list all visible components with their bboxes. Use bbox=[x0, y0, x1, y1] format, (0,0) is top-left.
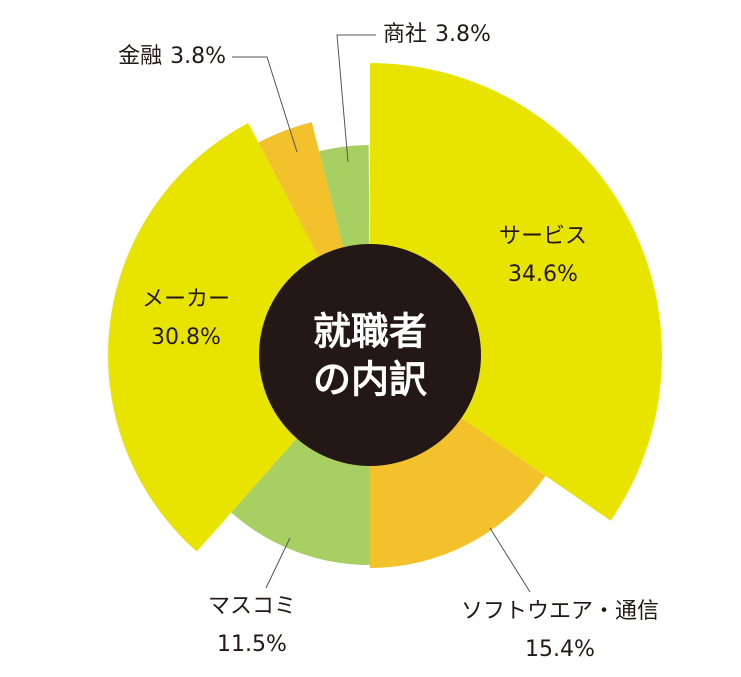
slice-label: メーカー bbox=[142, 287, 230, 312]
leader-line bbox=[232, 56, 298, 153]
slice-label: マスコミ bbox=[208, 594, 296, 619]
center-title: 就職者 bbox=[313, 310, 427, 354]
value-label: 34.6% bbox=[508, 262, 578, 287]
slice-label: サービス bbox=[499, 224, 587, 249]
value-label: 15.4% bbox=[525, 637, 595, 662]
slice bbox=[108, 123, 371, 552]
slice bbox=[370, 63, 662, 521]
slice-label-group: 商社 3.8% bbox=[383, 22, 491, 47]
slice-label: 商社 bbox=[383, 22, 427, 47]
leader-line bbox=[336, 34, 376, 163]
value-label: 11.5% bbox=[217, 632, 287, 657]
center-title: の内訳 bbox=[313, 358, 427, 402]
value-label: 3.8% bbox=[435, 22, 491, 47]
slice-label-group: 金融 3.8% bbox=[118, 44, 226, 69]
slice-label: 金融 bbox=[118, 44, 162, 69]
value-label: 30.8% bbox=[151, 325, 221, 350]
value-label: 3.8% bbox=[170, 44, 226, 69]
slices bbox=[108, 63, 662, 568]
leader-line bbox=[265, 537, 291, 589]
center-circle bbox=[259, 244, 481, 466]
leader-line bbox=[489, 527, 531, 593]
slice-label: ソフトウエア・通信 bbox=[461, 599, 659, 624]
